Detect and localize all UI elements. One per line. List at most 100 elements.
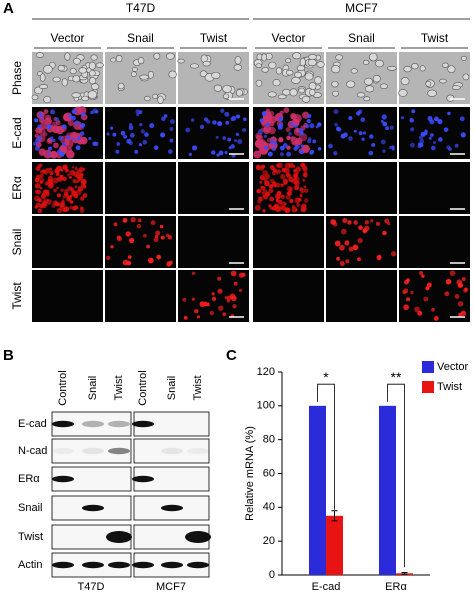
cell <box>272 171 276 176</box>
cell <box>292 164 296 168</box>
cell <box>129 132 135 138</box>
cell <box>34 118 39 123</box>
cell-outline <box>233 64 242 71</box>
cell-outline <box>446 94 455 102</box>
micrograph <box>326 216 397 268</box>
cell-outline <box>411 62 419 70</box>
cell <box>387 221 391 226</box>
cell <box>212 120 217 125</box>
cell <box>334 240 341 247</box>
cell-outline <box>255 79 263 87</box>
micrograph <box>253 216 324 268</box>
cell-outline <box>38 84 49 90</box>
cell <box>47 183 54 189</box>
cell <box>267 151 273 157</box>
cell <box>125 231 131 237</box>
cell <box>258 135 264 141</box>
cell <box>377 254 382 259</box>
band <box>106 531 132 543</box>
cell <box>266 137 272 143</box>
cell <box>237 139 243 145</box>
cell <box>417 142 422 147</box>
cell-outline <box>88 61 96 70</box>
significance-bracket <box>387 383 405 568</box>
cell-line-label: MCF7 <box>156 581 186 593</box>
cell <box>410 290 414 295</box>
protein-label: E-cad <box>18 418 47 430</box>
group-label: T47D <box>126 1 156 15</box>
cell <box>160 235 165 240</box>
band <box>52 447 74 455</box>
cell-outline <box>346 80 356 88</box>
cell <box>420 131 426 137</box>
cell-outline <box>294 71 302 78</box>
cell-outline <box>168 70 177 79</box>
cell <box>224 150 228 155</box>
cell <box>304 188 309 193</box>
cell-outline <box>115 54 123 63</box>
cell <box>238 288 243 293</box>
cell <box>69 205 73 210</box>
micrograph <box>178 162 249 214</box>
cell <box>277 124 283 130</box>
cell <box>334 122 338 127</box>
cell <box>90 110 94 115</box>
cell <box>293 123 299 129</box>
cell <box>347 220 352 225</box>
cell-outline <box>364 77 373 86</box>
cell <box>231 295 237 302</box>
y-axis-label: Relative mRNA (%) <box>244 426 256 521</box>
cell <box>457 301 464 307</box>
cell <box>71 166 75 169</box>
band <box>161 504 183 512</box>
cell-outline <box>71 92 81 98</box>
cell <box>37 164 42 169</box>
cell <box>411 109 416 114</box>
cell-outline <box>211 71 221 79</box>
cell <box>46 199 52 205</box>
cell <box>130 217 136 223</box>
lane-label: Twist <box>192 375 204 400</box>
cell <box>431 307 435 312</box>
row-label: ERα <box>10 176 24 200</box>
cell <box>61 200 65 204</box>
image-background <box>105 270 176 322</box>
cell <box>353 220 358 225</box>
cell-outline <box>447 65 456 73</box>
cell <box>45 114 52 121</box>
cell <box>88 136 92 141</box>
cell-outline <box>190 63 199 69</box>
cell <box>285 127 291 133</box>
cell <box>283 107 290 114</box>
cell <box>353 129 357 133</box>
cell <box>167 235 173 240</box>
cell <box>282 142 288 148</box>
column-label: Snail <box>127 31 154 45</box>
cell <box>328 143 333 149</box>
cell <box>68 175 72 179</box>
cell <box>222 136 227 140</box>
cell <box>304 198 309 203</box>
cell <box>286 135 291 141</box>
band <box>52 561 74 569</box>
cell <box>369 134 374 139</box>
cell <box>345 259 350 264</box>
cell <box>37 135 42 141</box>
cell <box>66 135 71 140</box>
cell <box>286 173 292 179</box>
cell <box>417 310 423 316</box>
cell <box>263 134 268 138</box>
cell <box>445 278 452 285</box>
cell <box>290 122 294 126</box>
cell <box>274 204 280 209</box>
cell <box>126 138 132 144</box>
cell <box>427 117 433 122</box>
cell <box>288 186 293 191</box>
cell <box>278 116 284 122</box>
cell <box>257 199 262 204</box>
micrograph <box>326 52 397 104</box>
lane-label: Snail <box>87 376 99 400</box>
cell-outline <box>139 74 149 80</box>
cell <box>230 144 235 149</box>
cell <box>144 132 149 137</box>
